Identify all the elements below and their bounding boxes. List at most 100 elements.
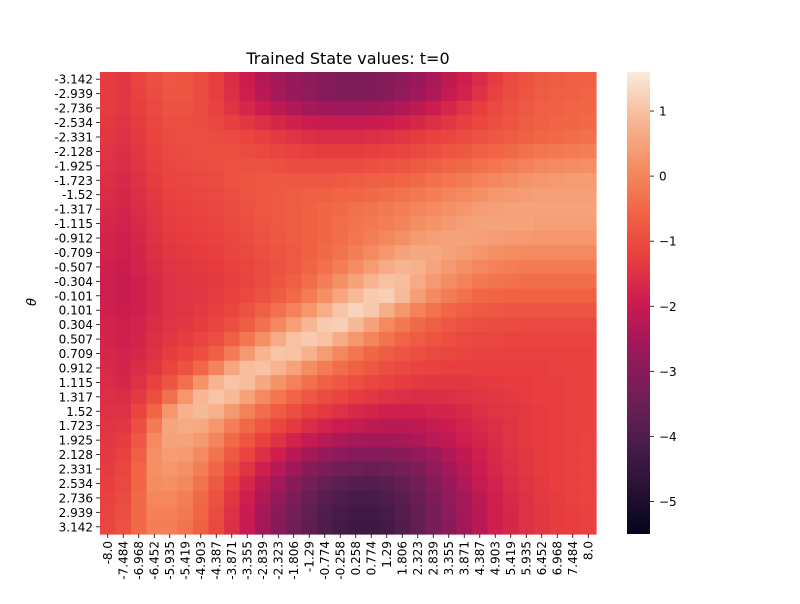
heatmap-cell: [332, 129, 349, 145]
heatmap-cell: [255, 432, 272, 448]
heatmap-cell: [177, 259, 194, 275]
heatmap-cell: [301, 259, 318, 275]
heatmap-cell: [410, 476, 427, 492]
heatmap-cell: [332, 230, 349, 246]
heatmap-cell: [348, 86, 365, 102]
heatmap-cell: [255, 187, 272, 203]
heatmap-cell: [317, 476, 334, 492]
heatmap-cell: [193, 432, 210, 448]
heatmap-cell: [131, 173, 148, 189]
x-tick-label: 8.0: [581, 541, 595, 560]
heatmap-cell: [193, 389, 210, 405]
heatmap-cell: [580, 187, 597, 203]
heatmap-cell: [317, 404, 334, 420]
colorbar-tick-label: −4: [659, 430, 677, 444]
heatmap-cell: [456, 346, 473, 362]
heatmap-cell: [131, 346, 148, 362]
heatmap-cell: [193, 418, 210, 434]
heatmap-cell: [425, 144, 442, 160]
heatmap-cell: [565, 418, 582, 434]
heatmap-cell: [441, 173, 458, 189]
heatmap-cell: [208, 100, 225, 116]
heatmap-cell: [549, 519, 566, 535]
heatmap-cell: [239, 144, 256, 160]
heatmap-cell: [580, 216, 597, 232]
heatmap-cell: [472, 404, 489, 420]
heatmap-cell: [193, 230, 210, 246]
heatmap-cell: [270, 288, 287, 304]
heatmap-cell: [301, 158, 318, 174]
heatmap-cell: [565, 187, 582, 203]
heatmap-cell: [224, 519, 241, 535]
heatmap-cell: [193, 404, 210, 420]
heatmap-cell: [100, 432, 117, 448]
heatmap-cell: [549, 404, 566, 420]
heatmap-cell: [410, 461, 427, 477]
colorbar-tick-label: −2: [659, 300, 677, 314]
y-tick-label: 1.723: [59, 419, 93, 433]
heatmap-cell: [472, 129, 489, 145]
heatmap-cell: [363, 360, 380, 376]
heatmap-cell: [146, 360, 163, 376]
heatmap-cell: [487, 201, 504, 217]
heatmap-cell: [518, 216, 535, 232]
heatmap-cell: [410, 201, 427, 217]
heatmap-cell: [394, 144, 411, 160]
heatmap-cell: [162, 461, 179, 477]
heatmap-cell: [487, 375, 504, 391]
heatmap-cell: [534, 288, 551, 304]
y-axis-ticks: -3.142-2.939-2.736-2.534-2.331-2.128-1.9…: [54, 73, 100, 534]
heatmap-cell: [580, 331, 597, 347]
heatmap-cell: [208, 173, 225, 189]
heatmap-cell: [286, 216, 303, 232]
heatmap-cell: [270, 331, 287, 347]
x-tick-label: -4.387: [209, 541, 223, 580]
heatmap-cell: [379, 288, 396, 304]
heatmap-cell: [549, 375, 566, 391]
heatmap-cell: [317, 115, 334, 131]
heatmap-cell: [317, 259, 334, 275]
heatmap-cell: [425, 274, 442, 290]
heatmap-cell: [472, 158, 489, 174]
heatmap-cell: [224, 303, 241, 319]
heatmap-cell: [270, 375, 287, 391]
heatmap-cell: [131, 303, 148, 319]
heatmap-cell: [239, 360, 256, 376]
heatmap-cell: [394, 115, 411, 131]
heatmap-cell: [131, 274, 148, 290]
heatmap-cell: [301, 418, 318, 434]
heatmap-cell: [487, 476, 504, 492]
heatmap-cell: [270, 447, 287, 463]
y-tick-label: 1.115: [59, 376, 93, 390]
x-tick-label: -7.484: [116, 541, 130, 580]
heatmap-cell: [239, 115, 256, 131]
heatmap-cell: [177, 432, 194, 448]
heatmap-cell: [301, 476, 318, 492]
heatmap-cell: [208, 447, 225, 463]
heatmap-cell: [100, 461, 117, 477]
heatmap-cell: [503, 360, 520, 376]
heatmap-cell: [487, 259, 504, 275]
heatmap-cell: [394, 173, 411, 189]
heatmap-cell: [534, 346, 551, 362]
heatmap-cell: [286, 187, 303, 203]
heatmap-cell: [317, 86, 334, 102]
heatmap-cell: [456, 447, 473, 463]
heatmap-cell: [425, 490, 442, 506]
heatmap-cell: [301, 115, 318, 131]
heatmap-cell: [410, 144, 427, 160]
heatmap-cell: [565, 158, 582, 174]
y-tick-label: -1.317: [54, 203, 93, 217]
heatmap-cell: [100, 115, 117, 131]
heatmap-cell: [348, 230, 365, 246]
heatmap-cell: [146, 115, 163, 131]
heatmap-cell: [425, 259, 442, 275]
heatmap-cell: [503, 100, 520, 116]
heatmap-cell: [193, 216, 210, 232]
heatmap-cell: [394, 519, 411, 535]
heatmap-cell: [317, 144, 334, 160]
heatmap-cell: [487, 461, 504, 477]
heatmap-cell: [425, 375, 442, 391]
heatmap-cell: [100, 187, 117, 203]
heatmap-cell: [332, 187, 349, 203]
